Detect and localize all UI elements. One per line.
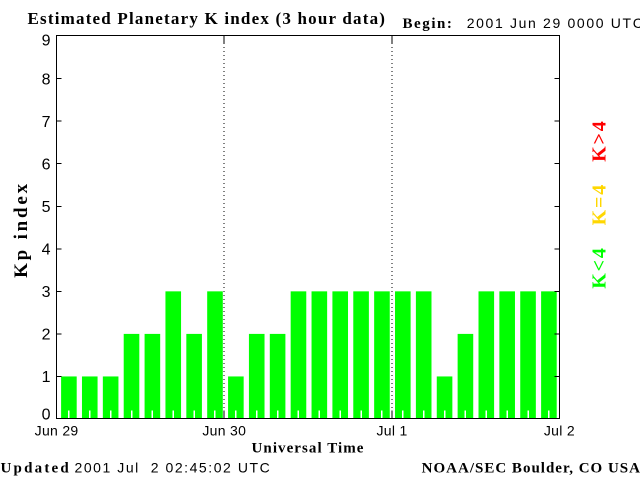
svg-text:3: 3 — [42, 284, 51, 301]
svg-text:Kp index: Kp index — [11, 181, 32, 278]
svg-text:9: 9 — [42, 33, 51, 50]
svg-text:4: 4 — [42, 242, 51, 259]
svg-text:7: 7 — [42, 114, 51, 131]
svg-text:K<4: K<4 — [589, 246, 611, 289]
svg-text:0: 0 — [42, 407, 51, 424]
svg-text:Universal Time: Universal Time — [252, 441, 365, 457]
svg-text:8: 8 — [42, 71, 51, 88]
svg-text:Begin:: Begin: — [403, 16, 454, 32]
svg-text:K>4: K>4 — [589, 119, 611, 162]
svg-text:NOAA/SEC Boulder, CO USA: NOAA/SEC Boulder, CO USA — [422, 461, 640, 477]
svg-text:2: 2 — [42, 327, 51, 344]
svg-text:2001 Jun 29 0000 UTC: 2001 Jun 29 0000 UTC — [467, 15, 640, 31]
svg-text:2001 Jul 2 02:45:02 UTC: 2001 Jul 2 02:45:02 UTC — [75, 460, 272, 476]
svg-text:Jul 1: Jul 1 — [376, 423, 407, 439]
svg-text:Updated: Updated — [1, 461, 71, 477]
svg-text:Jun 29: Jun 29 — [35, 423, 79, 439]
svg-text:K=4: K=4 — [589, 183, 611, 226]
svg-text:1: 1 — [42, 369, 51, 386]
svg-text:Estimated Planetary K index (3: Estimated Planetary K index (3 hour data… — [28, 9, 387, 28]
svg-text:Jun 30: Jun 30 — [202, 423, 246, 439]
svg-text:6: 6 — [42, 157, 51, 174]
svg-text:5: 5 — [42, 199, 51, 216]
svg-text:Jul 2: Jul 2 — [544, 423, 575, 439]
